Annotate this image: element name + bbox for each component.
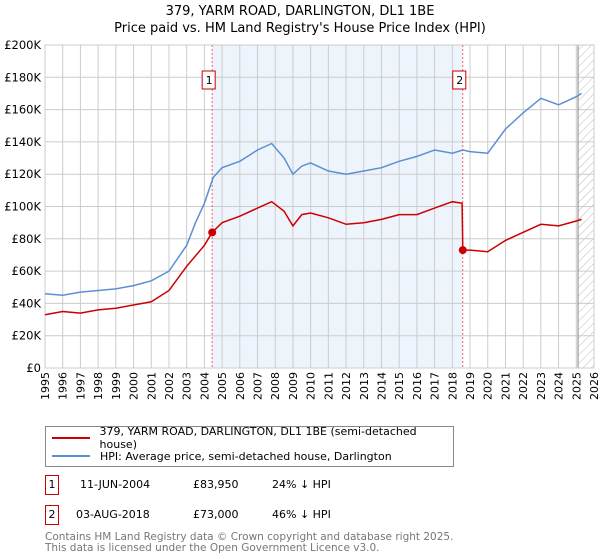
x-tick-label: 2009: [287, 372, 300, 400]
x-tick-label: 2016: [411, 372, 424, 400]
x-tick-label: 2026: [588, 372, 600, 400]
x-tick-label: 1998: [92, 372, 105, 400]
footer: Contains HM Land Registry data © Crown c…: [45, 532, 453, 554]
property-price-line: [44, 200, 582, 316]
y-tick-label: £60K: [12, 264, 42, 278]
transaction-hpi-diff: 24% ↓ HPI: [272, 478, 331, 491]
y-tick-label: £0: [26, 361, 41, 375]
y-tick-label: £200K: [4, 38, 41, 52]
x-tick-label: 2025: [570, 372, 583, 400]
y-tick-label: £180K: [4, 70, 41, 84]
sale-badge-label: 2: [456, 74, 463, 87]
y-tick-label: £80K: [12, 232, 42, 246]
x-tick-label: 2017: [429, 372, 442, 400]
hpi-line: [44, 92, 582, 297]
sale-badge: [201, 70, 216, 90]
legend-label-property: 379, YARM ROAD, DARLINGTON, DL1 1BE (sem…: [99, 425, 417, 451]
y-tick-label: £40K: [12, 296, 42, 310]
sale-point: [208, 228, 217, 237]
transaction-date: 03-AUG-2018: [76, 508, 150, 521]
transaction-date: 11-JUN-2004: [80, 478, 151, 491]
legend-swatch-property: [52, 437, 90, 439]
x-tick-label: 2023: [535, 372, 548, 400]
x-tick-label: 2014: [375, 372, 388, 400]
x-tick-label: 2005: [216, 372, 229, 400]
x-tick-label: 2022: [517, 372, 530, 400]
legend-label-hpi: HPI: Average price, semi-detached house,…: [100, 449, 392, 463]
x-tick-label: 2010: [305, 372, 318, 400]
footer-copyright: Contains HM Land Registry data © Crown c…: [45, 531, 454, 543]
x-tick-label: 2024: [553, 372, 566, 400]
transaction-badge: 2: [45, 505, 59, 525]
y-tick-label: £100K: [4, 200, 41, 214]
plot-border: [44, 44, 595, 369]
price-chart: 1995 1996 1997 1998 1999 2000 2001 2002 2003 2004…: [4, 38, 600, 400]
x-tick-label: 2019: [464, 372, 477, 400]
x-tick-label: 2020: [482, 372, 495, 400]
transaction-hpi-diff: 46% ↓ HPI: [272, 508, 331, 521]
x-tick-label: 2013: [358, 372, 371, 400]
x-tick-label: 1997: [74, 372, 87, 400]
x-tick-label: 2003: [181, 372, 194, 400]
x-tick-label: 2018: [446, 372, 459, 400]
y-tick-label: £20K: [12, 329, 42, 343]
y-tick-label: £120K: [4, 167, 41, 181]
x-tick-label: 1996: [57, 372, 70, 400]
footer-licence: This data is licensed under the Open Gov…: [45, 542, 380, 554]
x-tick-label: 2015: [393, 372, 406, 400]
transaction-price: £73,000: [193, 508, 239, 521]
legend-item-property: 379, YARM ROAD, DARLINGTON, DL1 1BE (sem…: [52, 425, 453, 451]
chart-subtitle: Price paid vs. HM Land Registry's House …: [114, 21, 486, 36]
x-tick-label: 1999: [110, 372, 123, 400]
transaction-price: £83,950: [193, 478, 239, 491]
x-tick-label: 2008: [269, 372, 282, 400]
y-tick-label: £160K: [4, 103, 41, 117]
transaction-badge: 1: [45, 475, 59, 495]
legend-swatch-hpi: [52, 455, 90, 457]
x-tick-label: 2011: [322, 372, 335, 400]
sale-badge: [452, 70, 467, 90]
x-tick-label: 2006: [234, 372, 247, 400]
legend: 379, YARM ROAD, DARLINGTON, DL1 1BE (sem…: [45, 425, 454, 467]
x-tick-label: 2007: [252, 372, 265, 400]
x-tick-label: 2004: [198, 372, 211, 400]
x-tick-label: 2002: [163, 372, 176, 400]
x-tick-label: 2021: [499, 372, 512, 400]
x-tick-label: 2012: [340, 372, 353, 400]
legend-item-hpi: HPI: Average price, semi-detached house,…: [52, 448, 392, 464]
sale-badge-label: 1: [206, 74, 213, 87]
chart-title: 379, YARM ROAD, DARLINGTON, DL1 1BE: [165, 4, 435, 19]
y-tick-label: £140K: [4, 135, 41, 149]
x-tick-label: 1995: [39, 372, 52, 400]
sale-point: [458, 246, 467, 255]
x-tick-label: 2001: [145, 372, 158, 400]
x-tick-label: 2000: [128, 372, 141, 400]
